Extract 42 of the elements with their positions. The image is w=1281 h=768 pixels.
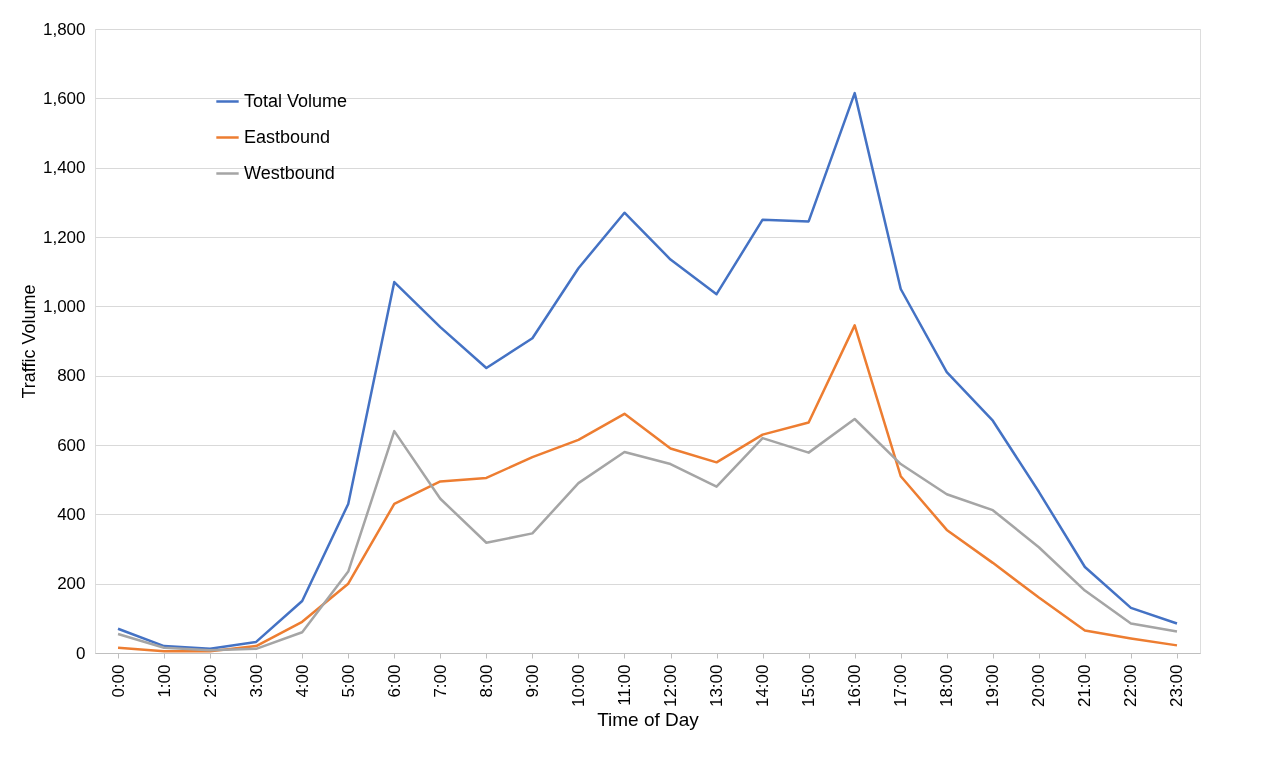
legend-label: Eastbound	[244, 126, 331, 147]
y-tick-label: 400	[57, 504, 86, 524]
x-tick-label: 14:00	[753, 664, 773, 708]
x-tick-label: 12:00	[661, 664, 681, 708]
x-tick-label: 18:00	[937, 664, 957, 708]
x-tick-label: 16:00	[845, 664, 865, 708]
x-tick-label: 15:00	[799, 664, 819, 708]
x-tick-label: 5:00	[338, 664, 358, 698]
y-tick-label: 1,000	[42, 296, 86, 316]
x-tick-label: 3:00	[246, 664, 266, 698]
x-tick-label: 11:00	[614, 664, 634, 706]
x-tick-label: 17:00	[891, 664, 911, 708]
x-tick-label: 10:00	[568, 664, 588, 708]
x-tick-label: 2:00	[200, 664, 220, 698]
legend-label: Total Volume	[244, 90, 348, 111]
x-tick-label: 8:00	[476, 664, 496, 698]
x-tick-label: 9:00	[522, 664, 542, 698]
x-tick-label: 22:00	[1121, 664, 1141, 708]
x-tick-label: 20:00	[1029, 664, 1049, 708]
legend-label: Westbound	[244, 162, 335, 183]
x-tick-label: 23:00	[1167, 664, 1187, 708]
x-tick-label: 6:00	[384, 664, 404, 698]
y-axis-title: Traffic Volume	[18, 284, 39, 399]
y-tick-label: 1,600	[42, 88, 86, 108]
x-tick-label: 4:00	[292, 664, 312, 698]
y-tick-label: 600	[57, 435, 86, 455]
line-series	[116, 91, 1179, 651]
x-tick-label: 0:00	[108, 664, 128, 698]
y-tick-label: 200	[57, 574, 86, 594]
y-tick-label: 1,200	[42, 227, 86, 247]
line-series	[116, 417, 1179, 652]
x-axis-title: Time of Day	[597, 709, 700, 731]
y-tick-label: 0	[76, 643, 86, 663]
x-tick-label: 1:00	[154, 664, 174, 698]
x-tick-label: 21:00	[1075, 664, 1095, 708]
x-tick-label: 13:00	[707, 664, 727, 708]
y-tick-label: 1,400	[42, 158, 86, 178]
y-tick-label: 800	[57, 366, 86, 386]
x-tick-label: 7:00	[430, 664, 450, 698]
x-tick-label: 19:00	[983, 664, 1003, 708]
line-series	[116, 324, 1179, 653]
y-tick-label: 1,800	[42, 19, 86, 39]
